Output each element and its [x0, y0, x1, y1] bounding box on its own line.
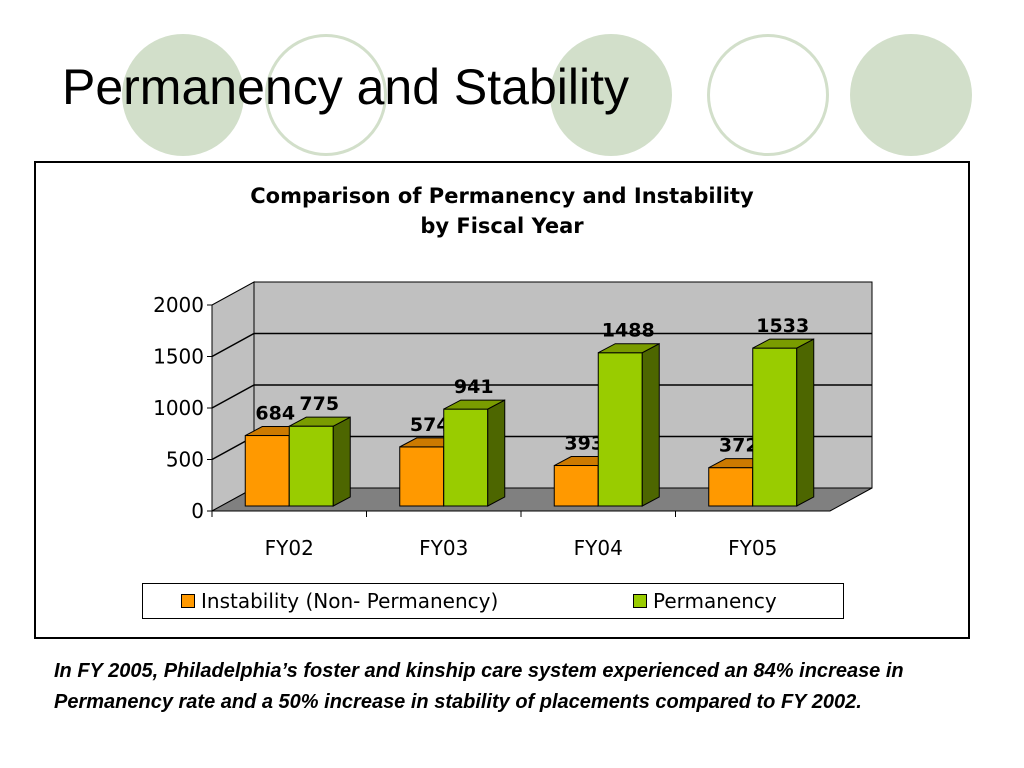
y-gridline — [211, 332, 872, 358]
data-label-permanency-fy05: 1533 — [756, 315, 809, 337]
data-label-instability-fy02: 684 — [255, 403, 295, 425]
chart-frame: 0 500 1000 1500 2000 FY02 684 775 FY03 574 941 FY04… — [34, 161, 970, 639]
legend-label-permanency: Permanency — [653, 589, 777, 613]
chart-legend: Instability (Non- Permanency) Permanency — [142, 583, 844, 619]
bar-top-permanency-fy05 — [752, 338, 814, 349]
data-label-instability-fy05: 372 — [719, 435, 759, 457]
data-label-instability-fy04: 393 — [564, 433, 604, 455]
chart-title-line-1: Comparison of Permanency and Instability — [250, 184, 754, 208]
data-label-permanency-fy03: 941 — [454, 376, 494, 398]
x-tick-label-fy02: FY02 — [265, 536, 314, 560]
bar-side-permanency-fy02 — [332, 416, 351, 507]
decor-circle-2 — [265, 34, 387, 156]
y-tick-label-0: 0 — [191, 499, 204, 523]
x-tick-label-fy05: FY05 — [728, 536, 777, 560]
y-tick-label-1: 500 — [166, 448, 204, 472]
decor-circle-4 — [707, 34, 829, 156]
bar-permanency-fy02 — [288, 425, 334, 507]
bar-instability-fy03 — [399, 446, 445, 507]
bar-top-permanency-fy02 — [289, 416, 351, 427]
bar-instability-fy04 — [553, 465, 599, 507]
y-tick-label-2: 1000 — [153, 396, 204, 420]
chart-title-line-2: by Fiscal Year — [420, 214, 584, 238]
bar-instability-fy05 — [708, 467, 754, 507]
x-tick-label-fy04: FY04 — [574, 536, 623, 560]
decor-circle-5 — [850, 34, 972, 156]
bar-permanency-fy04 — [597, 352, 643, 507]
bar-permanency-fy05 — [752, 347, 798, 507]
y-tick-label-3: 1500 — [153, 345, 204, 369]
y-gridline — [211, 384, 872, 409]
data-label-permanency-fy04: 1488 — [602, 320, 655, 342]
bar-top-permanency-fy03 — [443, 399, 505, 410]
data-label-permanency-fy02: 775 — [299, 393, 339, 415]
y-tick-label-4: 2000 — [153, 293, 204, 317]
bar-permanency-fy03 — [443, 408, 489, 507]
slide-title: Permanency and Stability — [62, 59, 629, 115]
decor-circle-3 — [550, 34, 672, 156]
legend-label-instability: Instability (Non- Permanency) — [201, 589, 499, 613]
legend-item-permanency: Permanency — [633, 584, 777, 618]
legend-swatch-permanency — [633, 594, 647, 608]
bar-instability-fy02 — [244, 435, 290, 507]
legend-swatch-instability — [181, 594, 195, 608]
summary-text: In FY 2005, Philadelphia’s foster and ki… — [54, 660, 904, 713]
bar-top-permanency-fy04 — [598, 343, 660, 354]
bar-side-permanency-fy05 — [796, 338, 815, 507]
decor-circle-1 — [122, 34, 244, 156]
x-tick-label-fy03: FY03 — [419, 536, 468, 560]
data-label-instability-fy03: 574 — [410, 414, 450, 436]
chart-title: Comparison of Permanency and Instability… — [36, 181, 968, 241]
bar-side-permanency-fy04 — [641, 342, 660, 507]
bar-side-permanency-fy03 — [487, 399, 506, 507]
legend-item-instability: Instability (Non- Permanency) — [181, 584, 498, 618]
